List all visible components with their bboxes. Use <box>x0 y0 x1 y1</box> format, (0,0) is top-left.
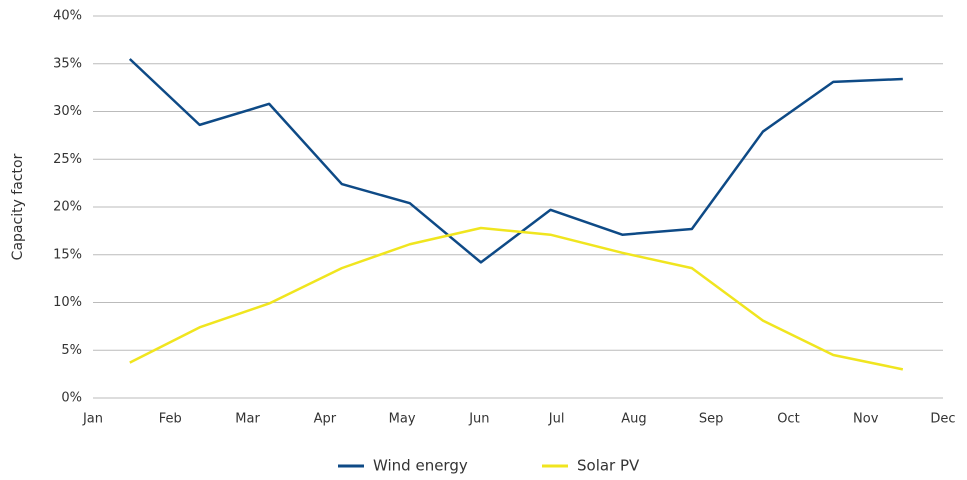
x-tick-label: Nov <box>853 412 879 427</box>
legend-label: Solar PV <box>577 457 640 475</box>
line <box>128 58 903 264</box>
y-tick-label: 15% <box>53 247 82 262</box>
y-tick-label: 0% <box>61 391 82 406</box>
line <box>129 226 904 371</box>
x-tick-label: Aug <box>621 412 646 427</box>
x-tick-label: Jul <box>548 412 565 427</box>
y-tick-label: 20% <box>53 200 82 215</box>
x-tick-label: Apr <box>314 412 337 427</box>
legend-label: Wind energy <box>373 457 468 475</box>
x-tick-label: Mar <box>235 412 260 427</box>
x-tick-label: Jan <box>82 412 103 427</box>
y-tick-label: 35% <box>53 56 82 71</box>
x-tick-label: Feb <box>159 412 182 427</box>
x-tick-label: Dec <box>930 412 955 427</box>
y-tick-label: 5% <box>61 343 82 358</box>
x-tick-label: Oct <box>777 412 799 427</box>
x-tick-label: May <box>389 412 416 427</box>
y-tick-label: 40% <box>53 9 82 24</box>
x-tick-label: Sep <box>699 412 724 427</box>
x-tick-label: Jun <box>468 412 489 427</box>
y-tick-label: 10% <box>53 295 82 310</box>
y-tick-label: 30% <box>53 104 82 119</box>
y-tick-label: 25% <box>53 152 82 167</box>
y-axis-label: Capacity factor <box>10 153 26 260</box>
